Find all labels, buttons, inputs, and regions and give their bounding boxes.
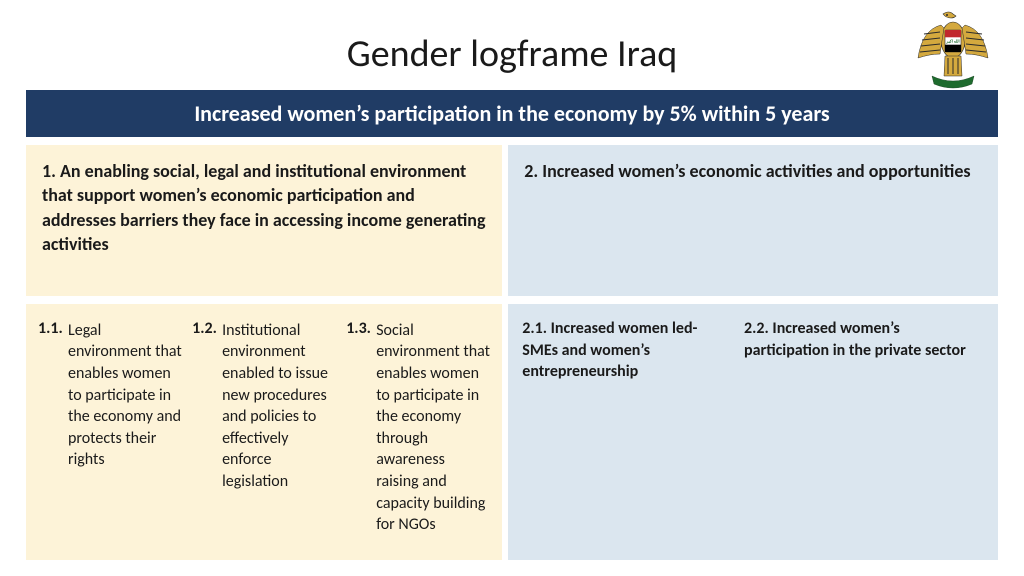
output-text: Social environment that enables women to…	[346, 320, 490, 536]
goal-banner: Increased women’s participation in the e…	[26, 90, 998, 137]
output-num: 1.3.	[346, 319, 371, 338]
output-num: 1.1.	[38, 319, 63, 338]
outcome-1: 1. An enabling social, legal and institu…	[26, 145, 502, 296]
output-1-3: 1.3. Social environment that enables wom…	[346, 318, 490, 536]
output-num: 2.2.	[744, 319, 769, 338]
outcome-2: 2. Increased women’s economic activities…	[508, 145, 998, 296]
outputs-group-2: 2.1. Increased women led-SMEs and women’…	[508, 304, 998, 560]
outputs-group-1: 1.1. Legal environment that enables wome…	[26, 304, 502, 560]
outcomes-row: 1. An enabling social, legal and institu…	[26, 145, 998, 296]
output-text: Legal environment that enables women to …	[38, 320, 182, 471]
output-num: 1.2.	[192, 319, 217, 338]
output-num: 2.1.	[522, 319, 547, 338]
output-1-2: 1.2. Institutional environment enabled t…	[192, 318, 336, 536]
page-title: Gender logframe Iraq	[347, 31, 678, 77]
output-text: Increased women’s participation in the p…	[744, 319, 966, 360]
output-text: Institutional environment enabled to iss…	[192, 320, 336, 493]
svg-text:الله اكبر: الله اكبر	[945, 39, 959, 45]
output-text: Increased women led-SMEs and women’s ent…	[522, 319, 697, 381]
outputs-row: 1.1. Legal environment that enables wome…	[26, 304, 998, 560]
iraq-emblem-icon: الله اكبر	[914, 10, 992, 97]
output-1-1: 1.1. Legal environment that enables wome…	[38, 318, 182, 536]
output-2-1: 2.1. Increased women led-SMEs and women’…	[522, 318, 730, 536]
output-2-2: 2.2. Increased women’s participation in …	[744, 318, 984, 536]
